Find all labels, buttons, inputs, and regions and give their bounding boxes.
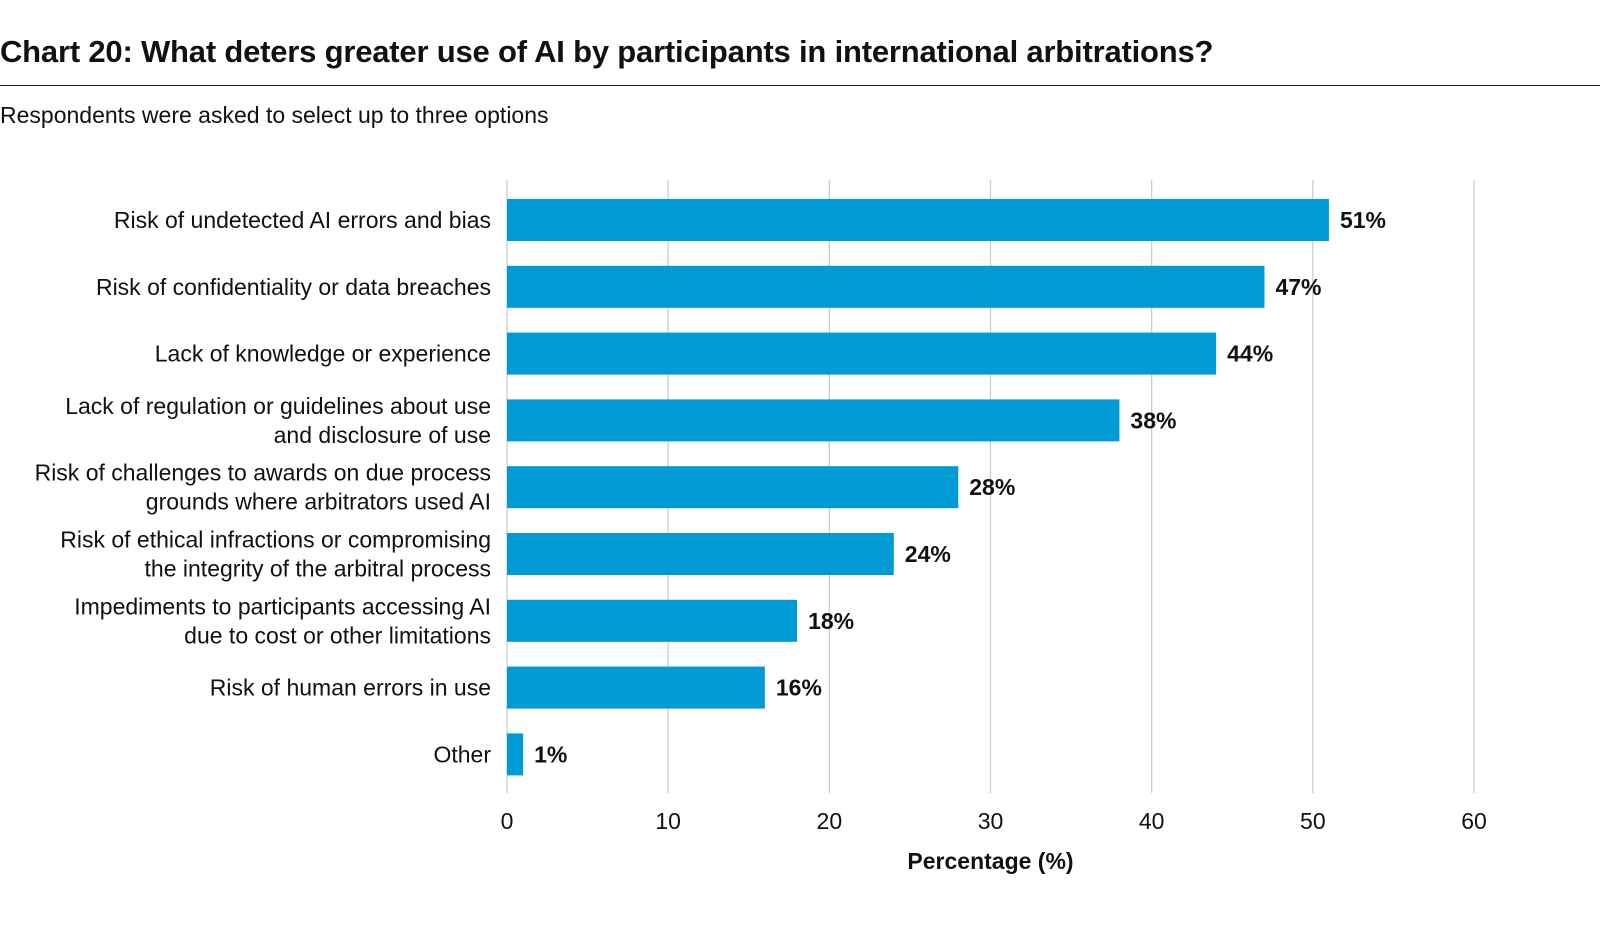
data-label: 1% — [534, 741, 567, 767]
x-tick-label: 40 — [1139, 808, 1165, 834]
x-tick-label: 20 — [817, 808, 843, 834]
chart-title: Chart 20: What deters greater use of AI … — [0, 34, 1214, 69]
chart-subtitle: Respondents were asked to select up to t… — [0, 102, 549, 128]
category-label: Other — [433, 741, 491, 767]
bar — [507, 466, 959, 509]
category-label: the integrity of the arbitral process — [145, 556, 491, 582]
data-label: 24% — [905, 541, 951, 567]
data-label: 47% — [1275, 274, 1321, 300]
x-axis-ticks: 0 10 20 30 40 50 60 — [501, 808, 1487, 834]
bars — [507, 199, 1329, 776]
x-tick-label: 50 — [1300, 808, 1326, 834]
title-divider — [0, 85, 1600, 86]
x-tick-label: 10 — [655, 808, 681, 834]
bar — [507, 199, 1329, 241]
data-label: 44% — [1227, 341, 1273, 367]
data-label: 51% — [1340, 207, 1386, 233]
category-label: grounds where arbitrators used AI — [146, 489, 491, 515]
bar — [507, 666, 765, 709]
category-label: Lack of regulation or guidelines about u… — [65, 393, 491, 419]
x-tick-label: 0 — [501, 808, 514, 834]
data-label: 16% — [776, 675, 822, 701]
category-label: Lack of knowledge or experience — [155, 341, 491, 367]
data-label: 18% — [808, 608, 854, 634]
bar — [507, 599, 798, 642]
category-label: Risk of undetected AI errors and bias — [114, 207, 491, 233]
category-label: Risk of confidentiality or data breaches — [96, 274, 491, 300]
category-label: Risk of human errors in use — [210, 675, 491, 701]
x-tick-label: 30 — [978, 808, 1004, 834]
bar — [507, 533, 894, 575]
category-label: Impediments to participants accessing AI — [74, 593, 491, 619]
category-label: Risk of ethical infractions or compromis… — [60, 527, 491, 553]
bar — [507, 399, 1120, 442]
category-labels: Risk of undetected AI errors and bias Ris… — [35, 207, 492, 767]
category-label: Risk of challenges to awards on due proc… — [35, 460, 491, 486]
data-label: 38% — [1130, 407, 1176, 433]
value-labels: 51% 47% 44% 38% 28% 24% 18% 16% 1% — [534, 207, 1386, 767]
category-label: due to cost or other limitations — [184, 622, 491, 648]
x-axis-label: Percentage (%) — [907, 848, 1073, 874]
data-label: 28% — [969, 474, 1015, 500]
bar — [507, 332, 1217, 375]
category-label: and disclosure of use — [274, 422, 491, 448]
bar — [507, 265, 1265, 308]
bar — [507, 733, 524, 776]
x-tick-label: 60 — [1461, 808, 1487, 834]
